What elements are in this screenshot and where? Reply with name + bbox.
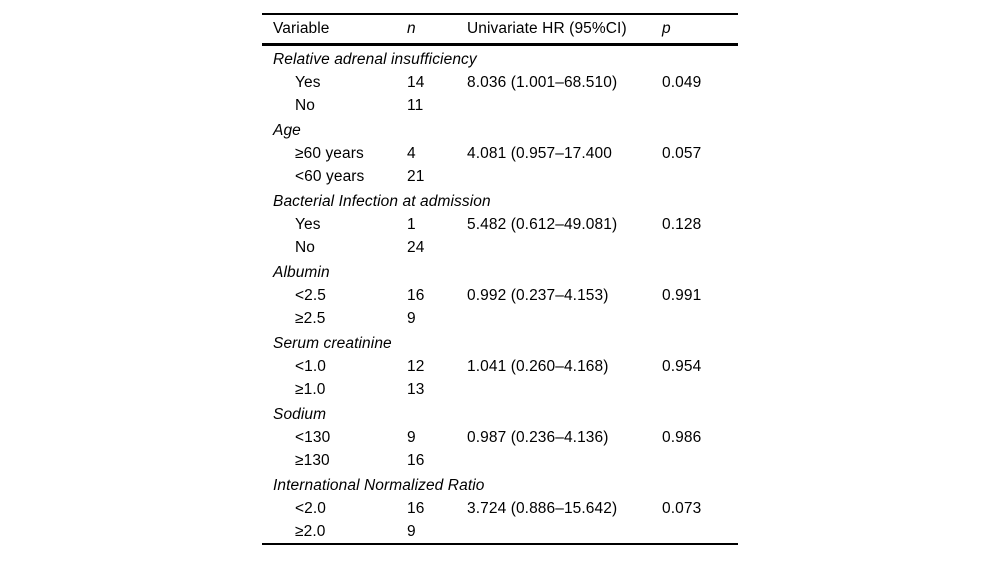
n-cell: 9 bbox=[407, 522, 416, 540]
n-cell: 16 bbox=[407, 451, 425, 469]
n-cell: 9 bbox=[407, 428, 416, 446]
n-cell: 12 bbox=[407, 357, 425, 375]
n-cell: 16 bbox=[407, 499, 425, 517]
p-cell: 0.986 bbox=[662, 428, 702, 446]
variable-cell: <60 years bbox=[295, 167, 365, 185]
hr-cell: 1.041 (0.260–4.168) bbox=[467, 357, 609, 375]
table-row: ≥1.0 13 bbox=[262, 378, 738, 401]
variable-cell: No bbox=[295, 96, 316, 114]
table-row: No 24 bbox=[262, 236, 738, 259]
variable-cell: ≥2.0 bbox=[295, 522, 326, 540]
variable-cell: International Normalized Ratio bbox=[273, 476, 485, 494]
table-row: <130 9 0.987 (0.236–4.136) 0.986 bbox=[262, 426, 738, 449]
variable-cell: Sodium bbox=[273, 405, 327, 423]
hr-cell: 4.081 (0.957–17.400 bbox=[467, 144, 612, 162]
table-row: <60 years 21 bbox=[262, 165, 738, 188]
hr-cell: 0.987 (0.236–4.136) bbox=[467, 428, 609, 446]
p-cell: 0.073 bbox=[662, 499, 702, 517]
table-row: Sodium bbox=[262, 401, 738, 426]
variable-cell: Serum creatinine bbox=[273, 334, 392, 352]
n-cell: 24 bbox=[407, 238, 425, 256]
variable-cell: <2.5 bbox=[295, 286, 326, 304]
table-row: Yes 1 5.482 (0.612–49.081) 0.128 bbox=[262, 213, 738, 236]
variable-cell: Age bbox=[273, 121, 301, 139]
table-row: Albumin bbox=[262, 259, 738, 284]
variable-cell: Yes bbox=[295, 215, 321, 233]
column-header-variable: Variable bbox=[273, 20, 330, 37]
p-cell: 0.991 bbox=[662, 286, 702, 304]
p-cell: 0.057 bbox=[662, 144, 702, 162]
table-row: ≥2.0 9 bbox=[262, 520, 738, 543]
table-row: No 11 bbox=[262, 94, 738, 117]
univariate-hr-table: Variable n Univariate HR (95%CI) p Relat… bbox=[262, 13, 738, 545]
variable-cell: ≥2.5 bbox=[295, 309, 326, 327]
table-row: ≥130 16 bbox=[262, 449, 738, 472]
variable-cell: ≥130 bbox=[295, 451, 330, 469]
table-row: International Normalized Ratio bbox=[262, 472, 738, 497]
table-body: Relative adrenal insufficiency Yes 14 8.… bbox=[262, 46, 738, 543]
variable-cell: ≥1.0 bbox=[295, 380, 326, 398]
table-row: Yes 14 8.036 (1.001–68.510) 0.049 bbox=[262, 71, 738, 94]
n-cell: 21 bbox=[407, 167, 425, 185]
table-header-row: Variable n Univariate HR (95%CI) p bbox=[262, 15, 738, 46]
n-cell: 14 bbox=[407, 73, 425, 91]
variable-cell: <1.0 bbox=[295, 357, 326, 375]
table-row: Bacterial Infection at admission bbox=[262, 188, 738, 213]
n-cell: 16 bbox=[407, 286, 425, 304]
table-row: Serum creatinine bbox=[262, 330, 738, 355]
n-cell: 4 bbox=[407, 144, 416, 162]
table-row: <2.0 16 3.724 (0.886–15.642) 0.073 bbox=[262, 497, 738, 520]
column-header-univariate-hr: Univariate HR (95%CI) bbox=[467, 20, 627, 37]
p-cell: 0.049 bbox=[662, 73, 702, 91]
column-header-n: n bbox=[407, 20, 416, 37]
hr-cell: 8.036 (1.001–68.510) bbox=[467, 73, 618, 91]
table-row: Relative adrenal insufficiency bbox=[262, 46, 738, 71]
hr-cell: 5.482 (0.612–49.081) bbox=[467, 215, 618, 233]
variable-cell: Bacterial Infection at admission bbox=[273, 192, 491, 210]
p-cell: 0.954 bbox=[662, 357, 702, 375]
variable-cell: Yes bbox=[295, 73, 321, 91]
n-cell: 1 bbox=[407, 215, 416, 233]
variable-cell: No bbox=[295, 238, 316, 256]
table-row: <1.0 12 1.041 (0.260–4.168) 0.954 bbox=[262, 355, 738, 378]
variable-cell: <130 bbox=[295, 428, 331, 446]
p-cell: 0.128 bbox=[662, 215, 702, 233]
table-row: ≥60 years 4 4.081 (0.957–17.400 0.057 bbox=[262, 142, 738, 165]
table-row: ≥2.5 9 bbox=[262, 307, 738, 330]
variable-cell: Relative adrenal insufficiency bbox=[273, 50, 477, 68]
n-cell: 9 bbox=[407, 309, 416, 327]
table-row: Age bbox=[262, 117, 738, 142]
n-cell: 13 bbox=[407, 380, 425, 398]
column-header-p: p bbox=[662, 20, 671, 37]
variable-cell: Albumin bbox=[273, 263, 330, 281]
variable-cell: <2.0 bbox=[295, 499, 326, 517]
variable-cell: ≥60 years bbox=[295, 144, 364, 162]
n-cell: 11 bbox=[407, 96, 424, 114]
hr-cell: 3.724 (0.886–15.642) bbox=[467, 499, 618, 517]
table-row: <2.5 16 0.992 (0.237–4.153) 0.991 bbox=[262, 284, 738, 307]
hr-cell: 0.992 (0.237–4.153) bbox=[467, 286, 609, 304]
